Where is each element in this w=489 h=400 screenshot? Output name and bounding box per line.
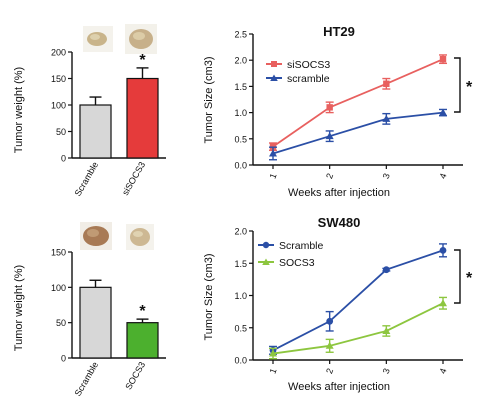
x-tick-label: 1 [267, 367, 278, 375]
line-chart-sw480: SW480 Tumor Size (cm3) Weeks after injec… [203, 215, 473, 393]
y-axis-label: Tumor weight (%) [13, 67, 25, 153]
tumor-photo-sisocs3-ht29 [125, 24, 157, 54]
plot-area: 0.0 0.5 1.0 1.5 2.0 1 2 3 4 [234, 227, 463, 375]
y-tick-label: 0 [61, 354, 66, 364]
y-tick-label: 50 [56, 127, 66, 137]
y-tick-label: 1.5 [234, 259, 247, 269]
legend-item-sisocs3: siSOCS3 [266, 59, 330, 71]
bar [126, 322, 159, 359]
legend-item-socs3: SOCS3 [258, 257, 315, 269]
y-tick-label: 0.5 [234, 323, 247, 333]
x-tick-label: 2 [324, 172, 335, 180]
series-line-scramble [272, 249, 444, 352]
bar [126, 77, 159, 159]
y-tick-label: 0.5 [234, 134, 247, 144]
series-line-scramble [272, 111, 444, 155]
data-point [382, 326, 391, 334]
tumor-photo-scramble-sw480 [80, 222, 112, 250]
plot-area: 0.0 0.5 1.0 1.5 2.0 2.5 1 2 3 4 [234, 30, 463, 180]
tumor-photo-scramble-ht29 [83, 26, 113, 52]
legend-label: siSOCS3 [287, 59, 330, 71]
x-tick-label: Scramble [73, 160, 101, 198]
legend-label: Scramble [279, 240, 324, 252]
y-axis-label: Tumor Size (cm3) [203, 57, 215, 144]
plot-area: 0 50 100 150 200 Scramble siSOCS3 * [51, 48, 166, 198]
data-point [382, 114, 391, 122]
significance-star: * [139, 52, 146, 69]
y-axis-label: Tumor Size (cm3) [203, 254, 215, 341]
legend-label: scramble [287, 73, 330, 85]
x-tick-label: 3 [381, 367, 392, 375]
data-point [439, 108, 447, 116]
chart-title: SW480 [318, 215, 361, 230]
y-tick-label: 150 [51, 248, 66, 258]
y-tick-label: 150 [51, 74, 66, 84]
chart-title: HT29 [323, 24, 355, 39]
x-tick-label: 1 [267, 172, 278, 180]
significance-star: * [139, 303, 146, 320]
bar [79, 104, 112, 159]
legend-item-scramble: scramble [266, 73, 330, 85]
legend-marker [271, 61, 277, 67]
data-point [325, 132, 334, 140]
y-axis-label: Tumor weight (%) [13, 265, 25, 351]
line-chart-ht29: HT29 Tumor Size (cm3) Weeks after inject… [203, 24, 473, 199]
legend-marker [262, 258, 270, 265]
series-line-sisocs3 [272, 58, 444, 148]
legend: Scramble SOCS3 [258, 240, 324, 269]
bar [79, 286, 112, 359]
data-point [439, 299, 447, 307]
significance-bracket [454, 249, 461, 304]
y-tick-label: 200 [51, 48, 66, 58]
data-point [439, 246, 447, 254]
x-tick-label: SOCS3 [123, 360, 147, 391]
legend: siSOCS3 scramble [266, 59, 330, 85]
x-axis-label: Weeks after injection [288, 381, 390, 393]
y-tick-label: 2.0 [234, 56, 247, 66]
y-tick-label: 0.0 [234, 356, 247, 366]
bar-chart-ht29: Tumor weight (%) 0 50 100 150 200 Scramble siS… [13, 24, 166, 198]
data-point [326, 104, 333, 111]
data-point [439, 55, 447, 63]
data-point [269, 349, 277, 357]
x-tick-label: 2 [324, 367, 335, 375]
data-point [382, 266, 390, 274]
legend-item-scramble: Scramble [258, 240, 324, 252]
y-tick-label: 50 [56, 318, 66, 328]
x-tick-label: 3 [381, 172, 392, 180]
legend-marker [262, 241, 270, 249]
y-tick-label: 2.0 [234, 227, 247, 237]
data-point [326, 317, 334, 325]
x-tick-label: Scramble [73, 360, 101, 398]
x-tick-label: 4 [437, 172, 448, 180]
plot-area: 0 50 100 150 Scramble SOCS3 * [51, 248, 166, 398]
tumor-photo-socs3-sw480 [126, 224, 154, 250]
data-point [269, 149, 277, 157]
legend-label: SOCS3 [279, 257, 315, 269]
x-axis-label: Weeks after injection [288, 187, 390, 199]
y-tick-label: 1.5 [234, 82, 247, 92]
y-tick-label: 100 [51, 101, 66, 111]
y-tick-label: 100 [51, 283, 66, 293]
y-tick-label: 1.0 [234, 108, 247, 118]
x-tick-label: 4 [437, 367, 448, 375]
significance-star: * [466, 79, 473, 96]
y-tick-label: 0.0 [234, 161, 247, 171]
data-point [325, 341, 334, 349]
bar-chart-sw480: Tumor weight (%) 0 50 100 150 Scramble SOCS3 * [13, 222, 166, 398]
series-line-socs3 [272, 302, 444, 355]
significance-bracket [454, 57, 461, 113]
y-tick-label: 0 [61, 154, 66, 164]
legend-marker [270, 74, 278, 81]
data-point [383, 80, 390, 87]
significance-star: * [466, 270, 473, 287]
x-tick-label: siSOCS3 [120, 160, 147, 197]
y-tick-label: 1.0 [234, 291, 247, 301]
y-tick-label: 2.5 [234, 30, 247, 40]
